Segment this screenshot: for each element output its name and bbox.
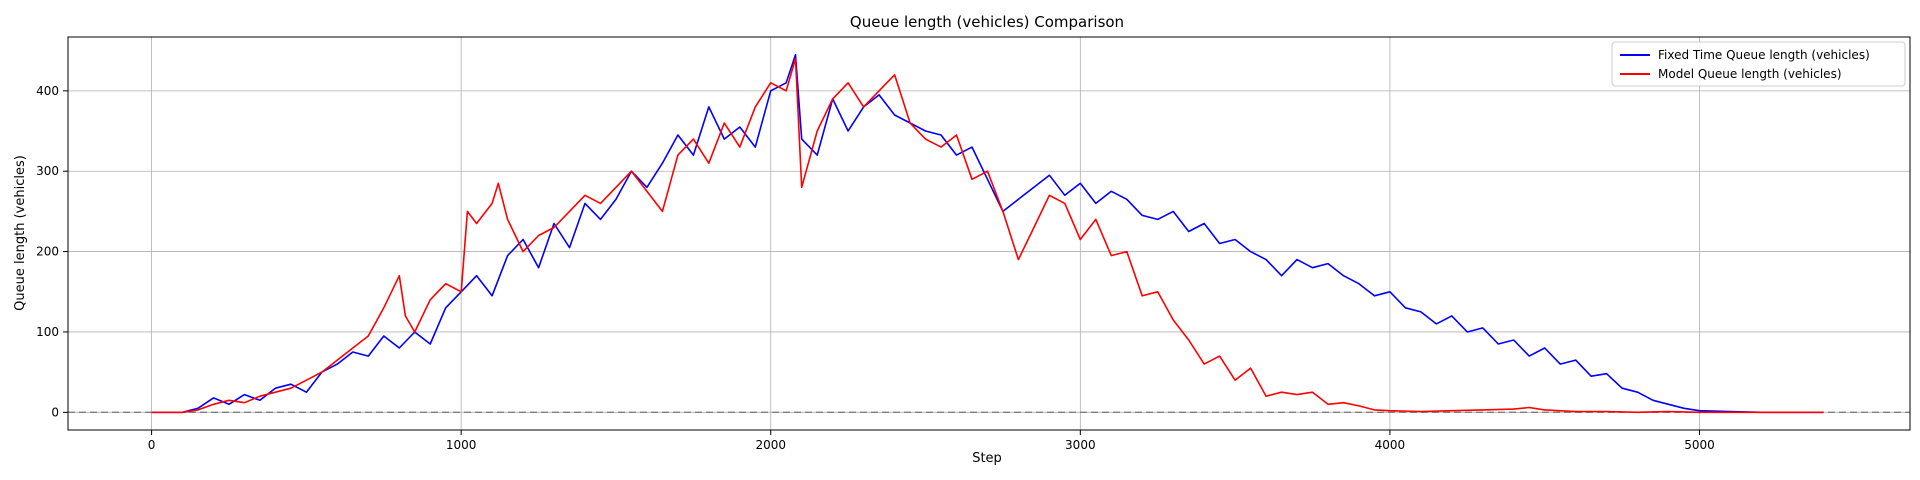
legend-label-fixed-time: Fixed Time Queue length (vehicles) <box>1658 48 1870 62</box>
x-axis-label: Step <box>972 451 1002 466</box>
x-tick-label: 3000 <box>1065 438 1096 452</box>
x-axis-ticks: 0 1000 2000 3000 4000 5000 <box>148 430 1715 452</box>
legend-box <box>1611 41 1906 87</box>
grid-lines <box>68 37 1910 430</box>
x-tick-label: 5000 <box>1684 438 1715 452</box>
x-tick-label: 4000 <box>1375 438 1406 452</box>
plot-border <box>67 36 1911 431</box>
y-tick-label: 0 <box>51 405 59 419</box>
series-line-fixed-time <box>151 53 1824 414</box>
y-tick-label: 400 <box>36 84 59 98</box>
x-tick-label: 0 <box>148 438 156 452</box>
y-tick-label: 200 <box>36 245 59 259</box>
legend: Fixed Time Queue length (vehicles) Model… <box>1611 41 1906 87</box>
y-axis-label: Queue length (vehicles) <box>13 155 28 311</box>
series-line-model <box>151 57 1824 414</box>
x-tick-label: 1000 <box>446 438 477 452</box>
y-tick-label: 300 <box>36 164 59 178</box>
y-axis-ticks: 0 100 200 300 400 <box>36 84 68 419</box>
x-tick-label: 2000 <box>755 438 786 452</box>
series-lines <box>151 53 1824 414</box>
plot-area <box>68 37 1910 430</box>
legend-label-model: Model Queue length (vehicles) <box>1658 67 1842 81</box>
y-tick-label: 100 <box>36 325 59 339</box>
chart-title: Queue length (vehicles) Comparison <box>850 13 1124 31</box>
